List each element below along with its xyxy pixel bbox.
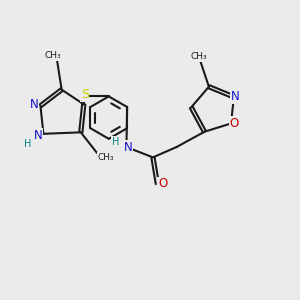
Text: S: S [81, 88, 88, 101]
Text: H: H [112, 137, 119, 147]
Text: O: O [229, 117, 239, 130]
Text: N: N [124, 141, 132, 154]
Text: CH₃: CH₃ [44, 51, 61, 60]
Text: N: N [231, 91, 240, 103]
Text: N: N [30, 98, 38, 111]
Text: CH₃: CH₃ [190, 52, 207, 61]
Text: O: O [158, 177, 167, 190]
Text: CH₃: CH₃ [98, 153, 114, 162]
Text: H: H [24, 139, 32, 149]
Text: N: N [34, 129, 43, 142]
